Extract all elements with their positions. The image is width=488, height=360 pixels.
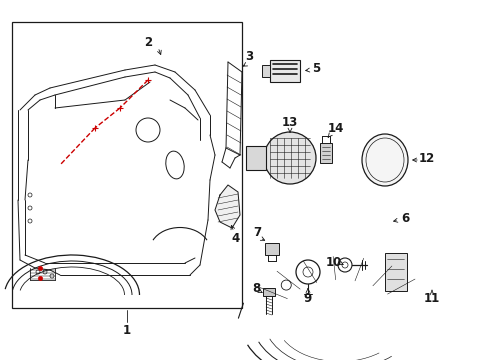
Text: 10: 10	[325, 256, 342, 269]
Text: 12: 12	[418, 152, 434, 165]
Text: 11: 11	[423, 292, 439, 305]
Text: 9: 9	[303, 292, 311, 305]
Bar	[385, 253, 407, 291]
Ellipse shape	[361, 134, 407, 186]
Text: 14: 14	[327, 122, 344, 135]
Bar	[319, 143, 331, 163]
Polygon shape	[215, 185, 240, 228]
Circle shape	[264, 132, 315, 184]
Text: 3: 3	[244, 50, 253, 63]
Text: 4: 4	[231, 231, 240, 244]
Text: 13: 13	[281, 116, 298, 129]
Bar	[12, 22, 242, 308]
Bar	[263, 288, 274, 296]
Text: 5: 5	[311, 62, 320, 75]
Text: 8: 8	[251, 282, 260, 294]
Bar	[262, 65, 269, 77]
Text: 1: 1	[122, 324, 131, 337]
Bar	[264, 243, 279, 255]
Bar	[269, 60, 299, 82]
Bar	[245, 146, 265, 170]
Text: 7: 7	[252, 225, 261, 238]
Text: 6: 6	[400, 211, 408, 225]
Text: 2: 2	[143, 36, 152, 49]
